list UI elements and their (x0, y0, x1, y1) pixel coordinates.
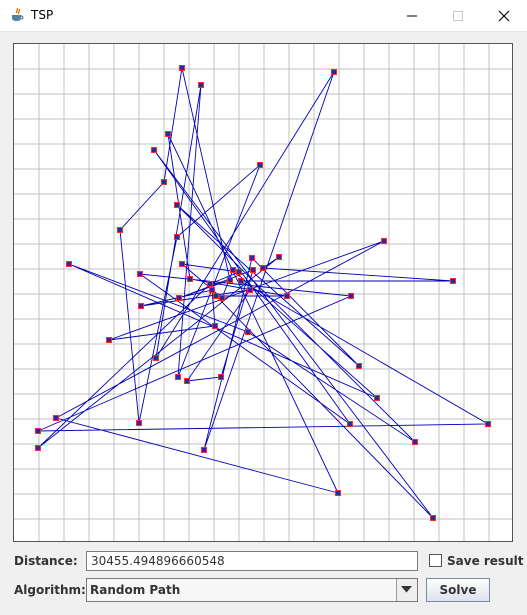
city-marker (209, 287, 215, 293)
dropdown-arrow-button[interactable] (396, 579, 417, 601)
city-marker (249, 255, 255, 261)
tsp-plot (14, 44, 512, 541)
tour-path (37, 67, 490, 519)
city-marker (106, 337, 112, 343)
city-marker (212, 323, 218, 329)
city-marker (137, 271, 143, 277)
city-marker (245, 329, 251, 335)
city-marker (138, 303, 144, 309)
city-marker (187, 276, 193, 282)
city-marker (356, 363, 362, 369)
save-result-label[interactable]: Save result (447, 554, 524, 568)
city-marker (230, 267, 236, 273)
city-marker (153, 355, 159, 361)
city-marker (276, 254, 282, 260)
city-marker (348, 293, 354, 299)
save-result-checkbox[interactable] (429, 554, 442, 567)
city-marker (450, 278, 456, 284)
maximize-button[interactable] (435, 0, 481, 31)
city-marker (430, 515, 436, 521)
solve-button[interactable]: Solve (426, 578, 490, 602)
algorithm-selected-value: Random Path (90, 583, 181, 597)
city-marker (174, 234, 180, 240)
maximize-icon (453, 11, 463, 21)
close-icon (498, 10, 510, 22)
algorithm-select[interactable]: Random Path (86, 578, 418, 602)
city-marker (207, 281, 213, 287)
city-marker (165, 131, 171, 137)
algorithm-label: Algorithm: (14, 583, 86, 597)
city-marker (175, 374, 181, 380)
city-marker (213, 293, 219, 299)
city-marker (35, 428, 41, 434)
city-marker (335, 490, 341, 496)
close-button[interactable] (481, 0, 527, 31)
city-marker (257, 162, 263, 168)
city-marker (198, 82, 204, 88)
city-marker (331, 69, 337, 75)
grid (14, 44, 512, 541)
city-marker (136, 420, 142, 426)
city-marker (381, 238, 387, 244)
city-marker (161, 179, 167, 185)
city-marker (236, 269, 242, 275)
city-marker (219, 295, 225, 301)
title-bar: TSP (0, 0, 527, 32)
city-marker (53, 415, 59, 421)
city-marker (250, 267, 256, 273)
city-marker (374, 395, 380, 401)
city-marker (485, 421, 491, 427)
chevron-down-icon (401, 586, 412, 593)
city-marker (201, 447, 207, 453)
city-marker (412, 439, 418, 445)
distance-label: Distance: (14, 554, 78, 568)
city-marker (179, 261, 185, 267)
city-marker (176, 295, 182, 301)
city-marker (151, 147, 157, 153)
city-marker (238, 278, 244, 284)
city-marker (218, 374, 224, 380)
city-marker (117, 227, 123, 233)
minimize-button[interactable] (389, 0, 435, 31)
java-cup-icon (12, 7, 24, 21)
distance-field[interactable]: 30455.494896660548 (86, 551, 418, 571)
tsp-canvas[interactable] (13, 43, 513, 542)
city-marker (179, 65, 185, 71)
city-marker (260, 265, 266, 271)
city-marker (66, 261, 72, 267)
city-marker (174, 202, 180, 208)
city-marker (227, 277, 233, 283)
minimize-icon (407, 15, 417, 17)
city-marker (247, 287, 253, 293)
city-marker (35, 445, 41, 451)
city-marker (284, 293, 290, 299)
city-marker (347, 421, 353, 427)
city-marker (184, 378, 190, 384)
window-title: TSP (31, 8, 54, 22)
